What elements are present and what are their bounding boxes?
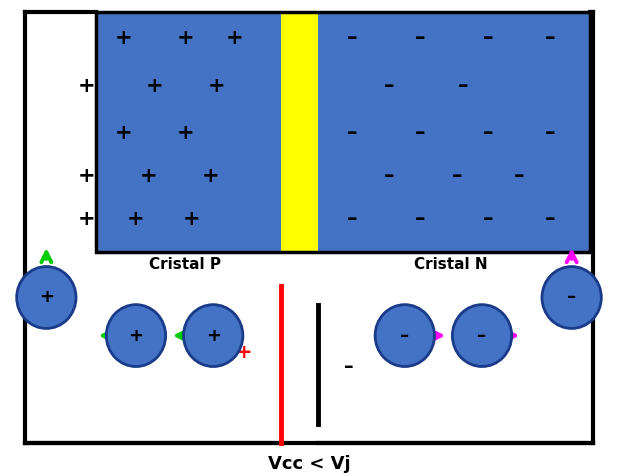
- Text: –: –: [415, 28, 425, 48]
- Text: +: +: [115, 28, 132, 48]
- Text: +: +: [140, 166, 157, 186]
- Ellipse shape: [184, 305, 243, 367]
- Ellipse shape: [375, 305, 434, 367]
- Text: –: –: [483, 28, 493, 48]
- Text: –: –: [384, 166, 394, 186]
- Text: –: –: [483, 209, 493, 229]
- Text: +: +: [127, 209, 145, 229]
- Text: +: +: [206, 327, 221, 345]
- Bar: [96, 12, 590, 252]
- Text: –: –: [459, 76, 468, 96]
- Text: –: –: [478, 327, 486, 345]
- Text: +: +: [208, 76, 225, 96]
- Bar: [96, 12, 281, 252]
- Text: –: –: [483, 123, 493, 143]
- Text: –: –: [347, 28, 357, 48]
- Text: +: +: [177, 28, 194, 48]
- Text: +: +: [146, 76, 163, 96]
- Text: +: +: [177, 123, 194, 143]
- Text: +: +: [226, 28, 243, 48]
- Text: –: –: [384, 76, 394, 96]
- Text: +: +: [78, 76, 95, 96]
- Bar: [281, 12, 318, 252]
- Text: –: –: [415, 123, 425, 143]
- Text: +: +: [39, 288, 54, 307]
- Bar: [318, 12, 590, 252]
- Ellipse shape: [542, 267, 601, 328]
- Text: –: –: [567, 288, 576, 307]
- Text: –: –: [545, 28, 555, 48]
- Text: –: –: [344, 357, 354, 376]
- Text: –: –: [545, 209, 555, 229]
- Text: –: –: [347, 123, 357, 143]
- Text: +: +: [236, 343, 252, 362]
- Text: –: –: [347, 209, 357, 229]
- Text: +: +: [78, 209, 95, 229]
- Text: +: +: [201, 166, 219, 186]
- Text: Cristal N: Cristal N: [414, 257, 488, 272]
- Ellipse shape: [452, 305, 512, 367]
- Ellipse shape: [17, 267, 76, 328]
- Text: +: +: [129, 327, 143, 345]
- Text: +: +: [183, 209, 200, 229]
- Text: Vcc < Vj: Vcc < Vj: [268, 455, 350, 473]
- Text: –: –: [452, 166, 462, 186]
- Text: +: +: [78, 166, 95, 186]
- Text: +: +: [115, 123, 132, 143]
- Ellipse shape: [106, 305, 166, 367]
- Text: –: –: [514, 166, 524, 186]
- Text: –: –: [545, 123, 555, 143]
- Text: –: –: [415, 209, 425, 229]
- Text: Cristal P: Cristal P: [150, 257, 221, 272]
- Text: –: –: [400, 327, 409, 345]
